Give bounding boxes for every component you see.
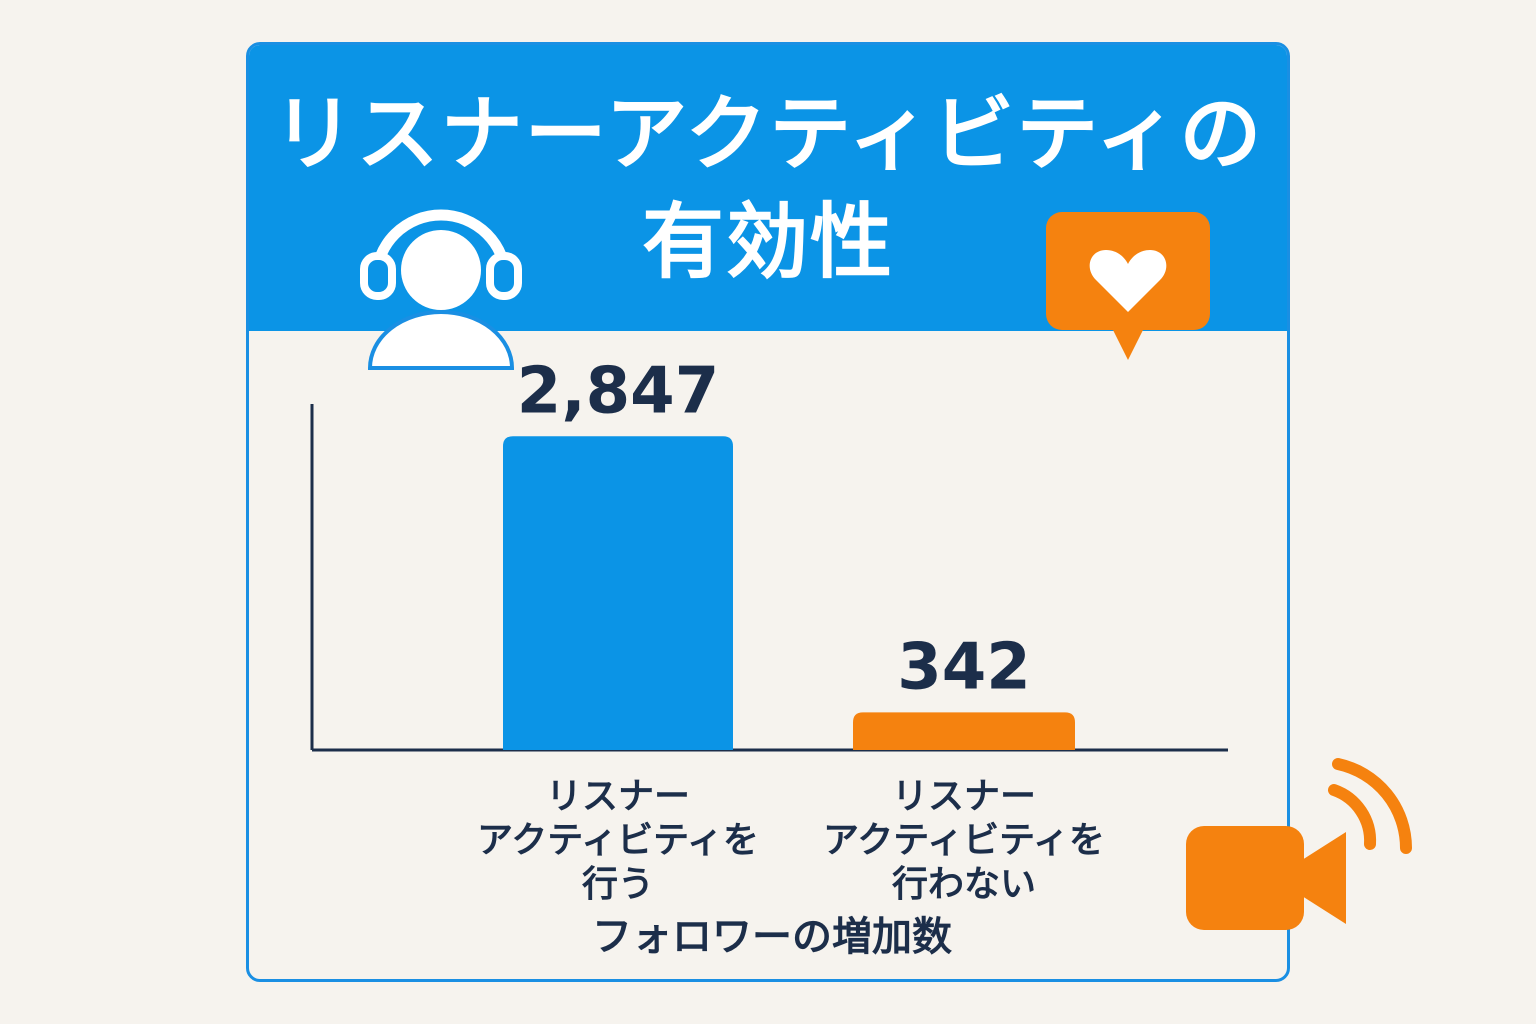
heart-speech-bubble-icon — [1046, 212, 1210, 360]
title-line-1: リスナーアクティビティの — [272, 87, 1264, 182]
category-label-1-line-3: 行う — [582, 864, 654, 905]
data-label-1: 2,847 — [517, 354, 719, 428]
chart-title: リスナーアクティビティの 有効性 — [249, 81, 1287, 297]
category-label-2-line-3: 行わない — [892, 864, 1036, 905]
category-label-1-line-1: リスナー — [546, 776, 690, 817]
bar-1 — [503, 436, 733, 750]
category-label-2-line-2: アクティビティを — [823, 820, 1105, 861]
category-label-1-line-2: アクティビティを — [477, 820, 759, 861]
headphones-listener-icon — [360, 209, 522, 370]
x-axis-title: フォロワーの増加数 — [592, 914, 952, 960]
data-label-2: 342 — [897, 630, 1031, 704]
bar-2 — [853, 712, 1075, 750]
video-camera-broadcast-icon — [1186, 758, 1412, 930]
title-line-2: 有効性 — [641, 195, 894, 290]
category-label-2-line-1: リスナー — [892, 776, 1036, 817]
